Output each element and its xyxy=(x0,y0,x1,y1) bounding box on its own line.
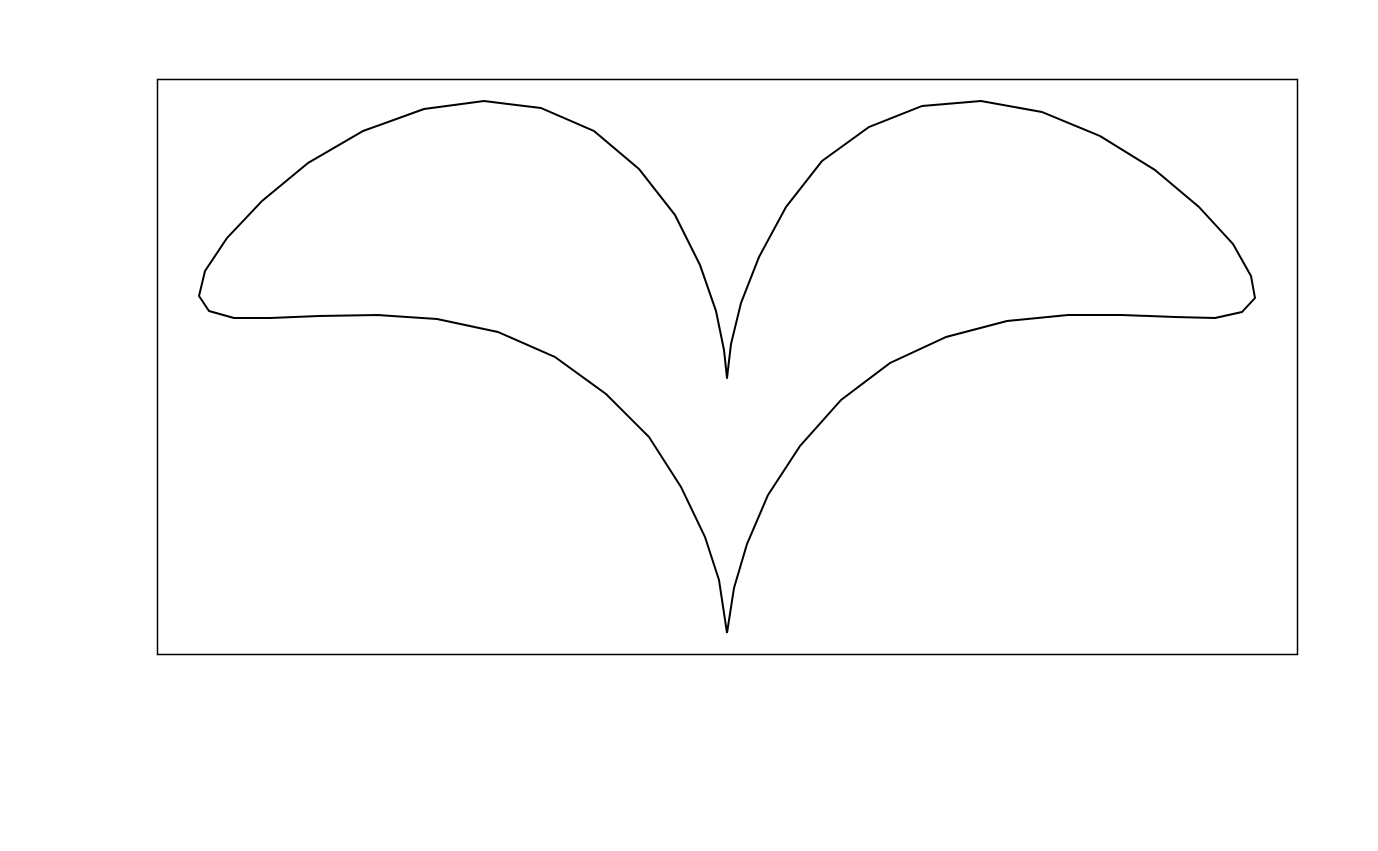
curve-outline xyxy=(198,100,1256,634)
plot-frame xyxy=(156,78,1299,656)
